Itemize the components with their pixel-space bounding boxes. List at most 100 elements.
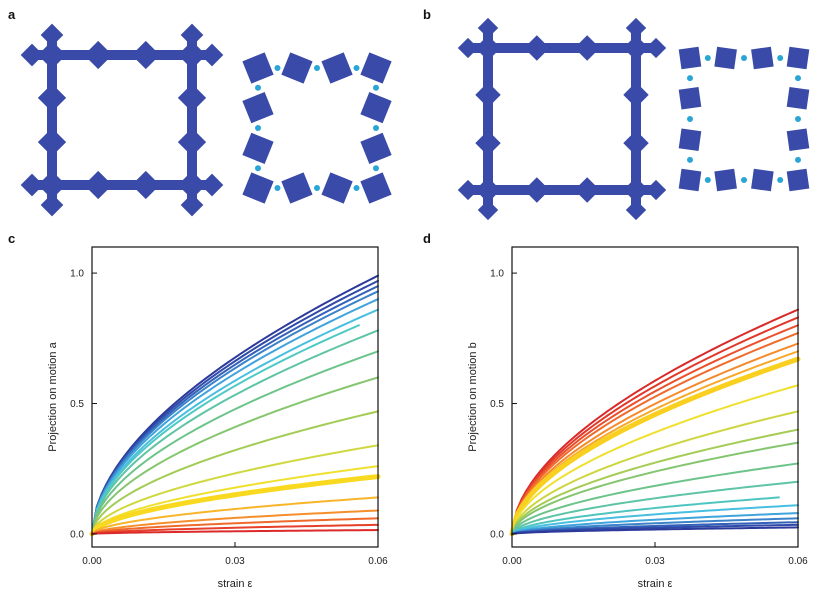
y-tick-label: 0.0	[490, 529, 504, 540]
corner-square	[200, 43, 224, 67]
rotating-square	[37, 40, 67, 70]
y-tick-label: 0.5	[70, 399, 84, 410]
rotated-square	[242, 52, 274, 84]
series-line-16	[511, 512, 799, 535]
rotated-square	[360, 172, 392, 204]
hinge	[795, 156, 801, 163]
hinge	[741, 55, 747, 61]
rotating-square	[475, 130, 501, 156]
rotated-square	[360, 91, 392, 124]
rotating-square	[131, 170, 160, 200]
series-line-8	[91, 329, 379, 535]
rotated-square	[714, 168, 737, 192]
rotated-square	[360, 132, 392, 165]
rotated-square	[786, 128, 810, 152]
hinge	[373, 125, 379, 131]
rotating-square	[177, 83, 207, 113]
hinge	[777, 55, 784, 61]
hinge	[687, 75, 693, 82]
panel-label-c: c	[8, 231, 15, 246]
structure-b-undeformed	[457, 17, 667, 221]
y-tick-label: 1.0	[70, 269, 84, 280]
rotated-square	[678, 86, 702, 110]
hinge	[795, 116, 801, 122]
rotated-square	[786, 168, 810, 192]
series-line-11	[91, 410, 379, 535]
corner-square	[200, 173, 224, 197]
rotated-square	[281, 172, 313, 204]
rotated-square	[321, 172, 353, 204]
x-tick-label: 0.06	[788, 556, 808, 567]
rotating-square	[524, 177, 550, 203]
hinge	[314, 185, 320, 191]
structure-b-deformed	[678, 46, 810, 192]
chart-d: 0.00 0.03 0.06 0.0 0.5 1.0 strain ε Projectio…	[467, 246, 808, 590]
rotating-square	[131, 40, 160, 70]
rotating-square	[475, 35, 501, 61]
chart-d-series-group	[509, 308, 801, 537]
rotated-square	[786, 86, 810, 110]
hinge	[704, 177, 711, 183]
chart-c-ticks: 0.00 0.03 0.06 0.0 0.5 1.0	[70, 269, 388, 567]
series-line-14	[89, 474, 381, 537]
corner-square	[645, 37, 667, 59]
chart-d-y-axis-label: Projection on motion b	[467, 342, 479, 451]
chart-d-ticks: 0.00 0.03 0.06 0.0 0.5 1.0	[490, 269, 808, 567]
rotating-square	[574, 35, 600, 61]
hinge	[274, 65, 281, 71]
series-line-19	[91, 529, 379, 535]
series-line-18	[91, 523, 379, 535]
rotating-square	[84, 170, 113, 200]
panel-label-a: a	[8, 7, 16, 22]
hinge	[687, 116, 693, 122]
series-line-15	[511, 504, 799, 535]
series-line-1	[91, 274, 379, 535]
series-line-12	[511, 462, 799, 535]
rotated-square	[678, 128, 702, 152]
corner-square	[20, 173, 44, 197]
series-line-13	[511, 480, 799, 535]
series-line-1	[511, 308, 799, 535]
panel-label-d: d	[423, 231, 431, 246]
panel-label-b: b	[423, 7, 431, 22]
chart-c-x-axis-label: strain ε	[218, 578, 253, 590]
series-line-7	[91, 324, 360, 535]
series-line-9	[511, 410, 799, 535]
rotating-square	[623, 82, 649, 108]
x-tick-label: 0.03	[645, 556, 665, 567]
rotated-square	[714, 46, 737, 70]
series-line-15	[91, 496, 379, 535]
chart-c: 0.00 0.03 0.06 0.0 0.5 1.0 strain ε Projectio…	[47, 246, 388, 590]
rotated-square	[678, 46, 702, 70]
corner-square	[180, 23, 204, 47]
series-line-12	[91, 444, 379, 535]
chart-c-y-axis-label: Projection on motion a	[47, 341, 59, 451]
y-tick-label: 0.0	[70, 529, 84, 540]
rotating-square	[37, 83, 67, 113]
hinge	[795, 75, 801, 82]
rotated-square	[242, 91, 274, 124]
rotated-square	[751, 46, 774, 70]
hinge	[255, 125, 261, 131]
series-line-11	[511, 441, 799, 535]
hinge	[255, 165, 261, 172]
series-line-10	[511, 428, 799, 535]
chart-c-series-group	[89, 274, 381, 537]
corner-square	[40, 193, 64, 217]
series-line-20	[511, 526, 799, 535]
x-tick-label: 0.06	[368, 556, 388, 567]
rotating-square	[623, 35, 649, 61]
rotating-square	[524, 35, 550, 61]
rotated-square	[321, 52, 353, 84]
rotated-square	[242, 132, 274, 165]
series-line-16	[91, 509, 379, 535]
series-line-2	[511, 316, 799, 535]
series-line-4	[91, 290, 379, 535]
corner-square	[625, 17, 647, 39]
x-tick-label: 0.00	[502, 556, 522, 567]
hinge	[314, 65, 320, 71]
rotating-square	[623, 177, 649, 203]
rotating-square	[475, 177, 501, 203]
series-line-5	[91, 298, 379, 535]
